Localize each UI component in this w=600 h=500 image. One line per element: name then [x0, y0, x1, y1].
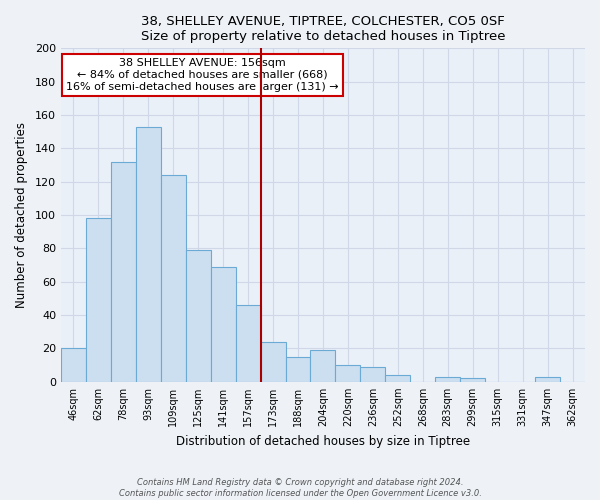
Bar [260, 342, 286, 382]
Bar [435, 377, 460, 382]
Bar [535, 377, 560, 382]
Bar [136, 126, 161, 382]
Bar [211, 267, 236, 382]
Bar [236, 305, 260, 382]
Bar [86, 218, 111, 382]
Bar [186, 250, 211, 382]
Bar [385, 375, 410, 382]
Y-axis label: Number of detached properties: Number of detached properties [15, 122, 28, 308]
Title: 38, SHELLEY AVENUE, TIPTREE, COLCHESTER, CO5 0SF
Size of property relative to de: 38, SHELLEY AVENUE, TIPTREE, COLCHESTER,… [141, 15, 505, 43]
Bar [161, 175, 186, 382]
Bar [361, 367, 385, 382]
Bar [61, 348, 86, 382]
Bar [460, 378, 485, 382]
Bar [310, 350, 335, 382]
Text: Contains HM Land Registry data © Crown copyright and database right 2024.
Contai: Contains HM Land Registry data © Crown c… [119, 478, 481, 498]
Bar [335, 365, 361, 382]
Bar [286, 357, 310, 382]
X-axis label: Distribution of detached houses by size in Tiptree: Distribution of detached houses by size … [176, 434, 470, 448]
Text: 38 SHELLEY AVENUE: 156sqm
← 84% of detached houses are smaller (668)
16% of semi: 38 SHELLEY AVENUE: 156sqm ← 84% of detac… [66, 58, 339, 92]
Bar [111, 162, 136, 382]
